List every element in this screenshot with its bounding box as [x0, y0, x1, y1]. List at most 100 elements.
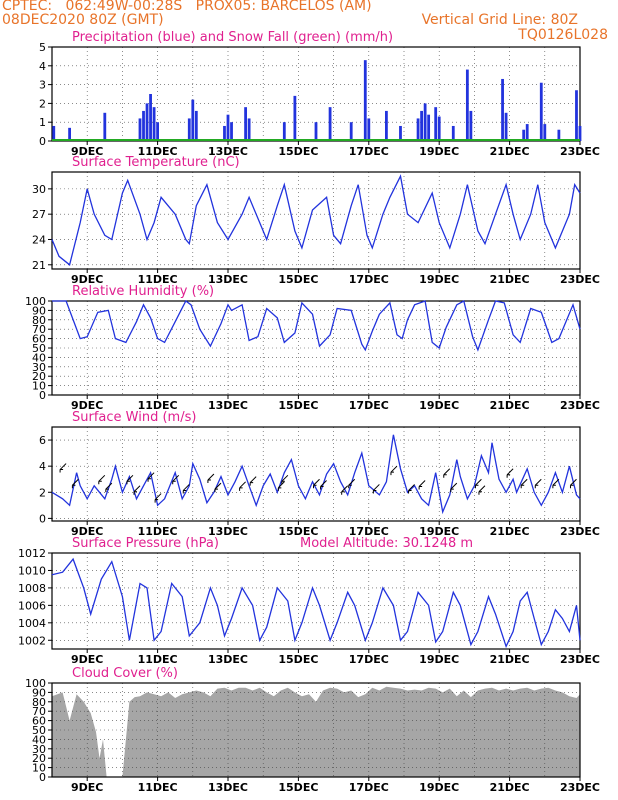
humidity-ytick-label: 70 [32, 323, 46, 336]
precip-bar [328, 107, 332, 141]
precip-ytick-label: 3 [39, 79, 46, 92]
cloud-ytick-label: 20 [32, 752, 46, 765]
humidity-ytick-label: 100 [25, 295, 46, 308]
cloud-xtick-label: 23DEC [560, 781, 600, 794]
pressure-xtick-label: 19DEC [419, 653, 459, 666]
precip-xtick-label: 17DEC [349, 145, 389, 158]
pressure-xtick-label: 11DEC [138, 653, 178, 666]
precip-ytick-label: 1 [39, 116, 46, 129]
pressure-ytick-label: 1010 [18, 564, 46, 577]
wind-vector [277, 481, 285, 489]
wind-vector-head [320, 486, 324, 490]
humidity-ytick-label: 0 [39, 389, 46, 402]
precip-ytick-label: 5 [39, 41, 46, 54]
precip-bar [399, 125, 402, 141]
precip-bar [152, 107, 156, 141]
wind-vector [418, 480, 426, 487]
wind-xtick-label: 15DEC [278, 525, 318, 538]
wind-vector [341, 485, 349, 493]
precip-bar [282, 122, 286, 141]
header-model-code: TQ0126L028 [518, 27, 608, 43]
humidity-ytick-label: 20 [32, 370, 46, 383]
precip-bar [349, 122, 353, 141]
wind-title: Surface Wind (m/s) [72, 410, 196, 425]
pressure-title: Surface Pressure (hPa) [72, 536, 219, 551]
wind-vector-head [154, 499, 159, 503]
pressure-xtick-label: 23DEC [560, 653, 600, 666]
wind-vector-head [277, 487, 282, 491]
humidity-ytick-label: 40 [32, 351, 46, 364]
wind-vector [475, 478, 482, 486]
wind-xtick-label: 21DEC [490, 525, 530, 538]
cloud-xtick-label: 15DEC [278, 781, 318, 794]
pressure-xtick-label: 21DEC [490, 653, 530, 666]
wind-vector [172, 474, 180, 482]
precip-bar [226, 114, 230, 141]
wind-vector [281, 474, 289, 482]
wind-vector-head [207, 479, 211, 483]
temperature-xtick-label: 15DEC [278, 273, 318, 286]
precip-bar [363, 60, 367, 141]
wind-xtick-label: 19DEC [419, 525, 459, 538]
cloud-ytick-label: 50 [32, 724, 46, 737]
humidity-xtick-label: 13DEC [208, 399, 248, 412]
wind-vector-head [408, 489, 412, 494]
humidity-ytick-label: 30 [32, 361, 46, 374]
wind-vector [520, 478, 528, 486]
wind-vector-head [372, 489, 377, 494]
wind-xtick-label: 11DEC [138, 525, 178, 538]
cloud-ytick-label: 10 [32, 762, 46, 775]
humidity-xtick-label: 21DEC [490, 399, 530, 412]
wind-vector-head [71, 484, 76, 489]
humidity-xtick-label: 23DEC [560, 399, 600, 412]
precip-bar [522, 129, 526, 141]
wind-vector-head [474, 484, 479, 489]
precip-bar [149, 94, 152, 141]
temperature-xtick-label: 21DEC [490, 273, 530, 286]
precip-bar [142, 110, 145, 141]
wind-vector-head [506, 474, 511, 478]
wind-vector-head [59, 469, 64, 473]
header-line1: CPTEC: 062:49W-00:28S PROX05: BARCELOS (… [2, 0, 372, 14]
cloud-xtick-label: 19DEC [419, 781, 459, 794]
wind-vector-head [418, 486, 423, 490]
wind-vector [207, 473, 215, 481]
wind-vector [408, 484, 415, 491]
temperature-ytick-label: 27 [32, 208, 46, 221]
wind-vector-head [172, 480, 176, 485]
wind-vector-head [281, 480, 285, 485]
precip-bar [525, 124, 529, 141]
pressure-ytick-label: 1004 [18, 617, 46, 630]
humidity-series-line [52, 300, 581, 352]
wind-vector [348, 478, 356, 486]
cloud-ytick-label: 0 [39, 771, 46, 784]
cloud-xtick-label: 13DEC [208, 781, 248, 794]
precip-bar [434, 107, 438, 141]
precip-ytick-label: 0 [39, 135, 46, 148]
precip-bar [138, 118, 142, 141]
precip-bar [244, 107, 247, 141]
wind-vector [154, 493, 162, 500]
wind-vector [72, 478, 79, 486]
cloud-xtick-label: 21DEC [490, 781, 530, 794]
precip-bar [539, 82, 543, 141]
header-grid-note: Vertical Grid Line: 80Z [421, 12, 578, 28]
wind-xtick-label: 23DEC [560, 525, 600, 538]
temperature-xtick-label: 9DEC [71, 273, 103, 286]
pressure-ytick-label: 1002 [18, 634, 46, 647]
wind-vector-head [98, 480, 102, 485]
pressure-ytick-label: 1008 [18, 582, 46, 595]
wind-xtick-label: 17DEC [349, 525, 389, 538]
cloud-ytick-label: 30 [32, 743, 46, 756]
cloud-ytick-label: 70 [32, 705, 46, 718]
precip-xtick-label: 15DEC [278, 145, 318, 158]
wind-vector-head [569, 484, 574, 489]
wind-vector-head [520, 484, 525, 489]
wind-vector [126, 474, 134, 482]
pressure-xtick-label: 9DEC [71, 653, 103, 666]
wind-vector [390, 465, 398, 473]
temperature-xtick-label: 19DEC [419, 273, 459, 286]
wind-vector-head [390, 471, 394, 476]
wind-ytick-label: 0 [39, 512, 46, 525]
pressure-series-line [51, 557, 581, 649]
